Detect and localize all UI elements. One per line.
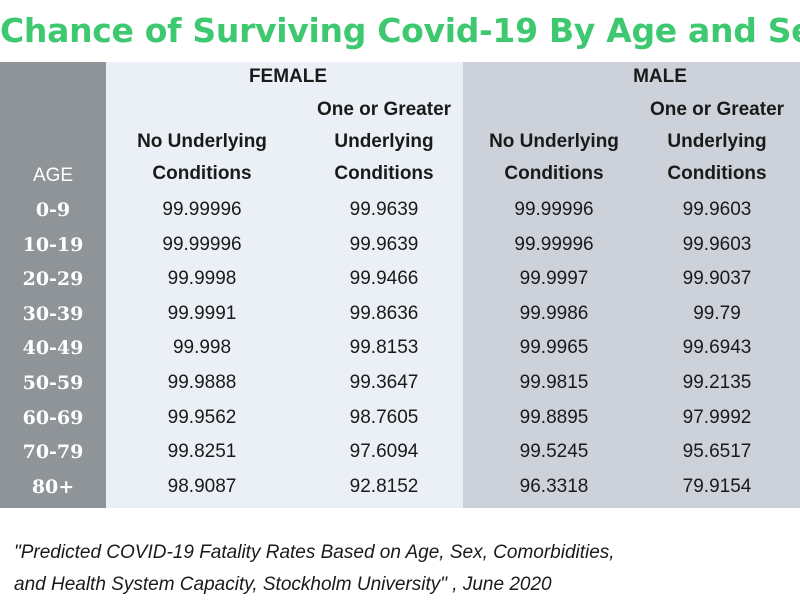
female-one-cell: 99.9466 (349, 268, 419, 289)
female-one-cell: 99.8636 (349, 303, 419, 324)
male-greater-line3: Conditions (667, 163, 767, 184)
male-no-conditions-line2: Conditions (504, 163, 604, 184)
age-cell: 40-49 (22, 337, 84, 359)
age-column (0, 62, 106, 508)
female-none-cell: 99.9562 (167, 407, 237, 428)
male-none-cell: 99.99996 (514, 199, 594, 220)
male-one-cell: 99.9603 (682, 199, 752, 220)
male-none-cell: 99.8895 (519, 407, 589, 428)
page-title: Chance of Surviving Covid-19 By Age and … (0, 11, 800, 50)
female-one-cell: 99.9639 (349, 199, 419, 220)
female-one-cell: 92.8152 (349, 476, 419, 497)
female-panel (106, 62, 463, 508)
male-none-cell: 99.9965 (519, 337, 589, 358)
male-none-cell: 99.9986 (519, 303, 589, 324)
female-no-conditions-line2: Conditions (152, 163, 252, 184)
female-greater-line1: One or Greater (316, 99, 452, 120)
male-none-cell: 99.5245 (519, 441, 589, 462)
female-no-conditions-line1: No Underlying (137, 131, 267, 152)
female-none-cell: 99.998 (172, 337, 232, 358)
female-header: FEMALE (248, 66, 328, 87)
male-one-cell: 99.6943 (682, 337, 752, 358)
female-one-cell: 98.7605 (349, 407, 419, 428)
age-cell: 70-79 (22, 441, 84, 463)
male-panel (463, 62, 800, 508)
female-one-cell: 97.6094 (349, 441, 419, 462)
male-none-cell: 99.9815 (519, 372, 589, 393)
male-no-conditions-line1: No Underlying (489, 131, 619, 152)
female-greater-line2: Underlying (334, 131, 434, 152)
citation-line-2: and Health System Capacity, Stockholm Un… (14, 574, 552, 595)
female-none-cell: 99.8251 (167, 441, 237, 462)
female-greater-line3: Conditions (334, 163, 434, 184)
female-none-cell: 98.9087 (167, 476, 237, 497)
female-one-cell: 99.3647 (349, 372, 419, 393)
male-one-cell: 99.9037 (682, 268, 752, 289)
male-one-cell: 99.79 (693, 303, 741, 324)
male-one-cell: 95.6517 (682, 441, 752, 462)
age-cell: 10-19 (22, 234, 84, 256)
male-one-cell: 99.2135 (682, 372, 752, 393)
age-cell: 30-39 (22, 303, 84, 325)
age-header: AGE (32, 165, 74, 186)
female-none-cell: 99.99996 (162, 199, 242, 220)
male-none-cell: 99.9997 (519, 268, 589, 289)
female-none-cell: 99.9998 (167, 268, 237, 289)
female-none-cell: 99.9991 (167, 303, 237, 324)
male-one-cell: 97.9992 (682, 407, 752, 428)
citation: "Predicted COVID-19 Fatality Rates Based… (0, 508, 800, 605)
age-cell: 20-29 (22, 268, 84, 290)
male-none-cell: 99.99996 (514, 234, 594, 255)
male-greater-line2: Underlying (667, 131, 767, 152)
age-cell: 80+ (31, 476, 75, 498)
age-cell: 50-59 (22, 372, 84, 394)
age-cell: 0-9 (35, 199, 71, 221)
male-none-cell: 96.3318 (519, 476, 589, 497)
female-none-cell: 99.99996 (162, 234, 242, 255)
female-one-cell: 99.9639 (349, 234, 419, 255)
female-one-cell: 99.8153 (349, 337, 419, 358)
male-greater-line1: One or Greater (649, 99, 785, 120)
citation-line-1: "Predicted COVID-19 Fatality Rates Based… (14, 542, 615, 563)
male-one-cell: 99.9603 (682, 234, 752, 255)
female-none-cell: 99.9888 (167, 372, 237, 393)
male-header: MALE (633, 66, 687, 87)
male-one-cell: 79.9154 (682, 476, 752, 497)
age-cell: 60-69 (22, 407, 84, 429)
